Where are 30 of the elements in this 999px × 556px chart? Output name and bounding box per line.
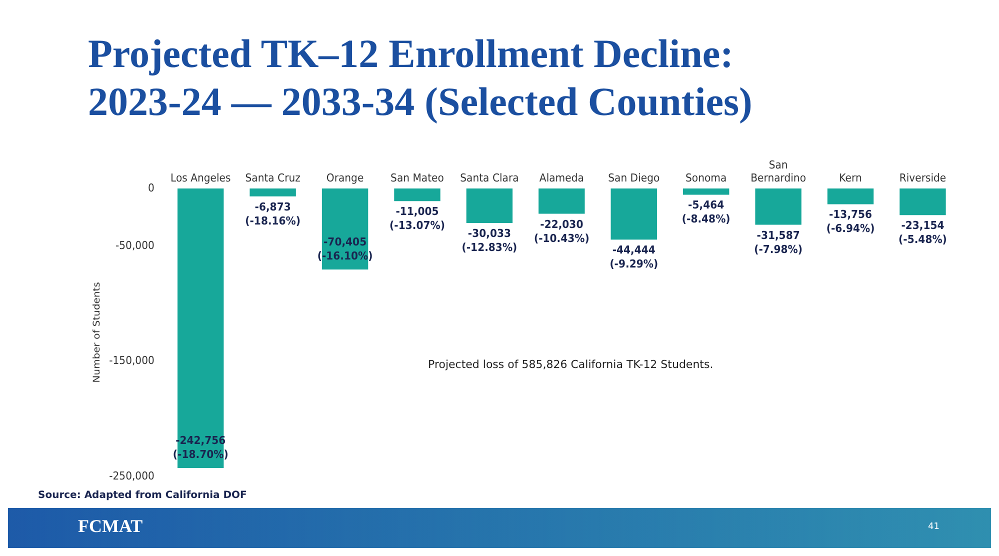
- data-label: -6,873 (-18.16%): [245, 200, 301, 228]
- x-tick-label: San Bernardino: [750, 159, 806, 185]
- data-label: -23,154 (-5.48%): [898, 220, 947, 246]
- x-tick-label: San Mateo: [390, 172, 444, 185]
- y-tick-label: -250,000: [109, 470, 155, 482]
- x-tick-label: Santa Cruz: [245, 172, 301, 185]
- y-tick-label: -50,000: [116, 239, 155, 252]
- source-note: Source: Adapted from California DOF: [38, 490, 247, 501]
- x-tick-label: Sonoma: [686, 172, 727, 185]
- data-label: -22,030 (-10.43%): [534, 218, 590, 245]
- y-axis-title: Number of Students: [92, 282, 102, 383]
- x-tick-label: Santa Clara: [460, 172, 519, 185]
- y-tick-label: -150,000: [109, 354, 155, 368]
- data-label: -44,444 (-9.29%): [610, 244, 658, 271]
- text: 41: [928, 522, 940, 532]
- x-tick-label: Orange: [326, 172, 364, 185]
- data-label: -5,464 (-8.48%): [682, 199, 730, 226]
- data-label: -30,033 (-12.83%): [462, 228, 518, 254]
- y-tick-label: 0: [148, 182, 155, 194]
- x-tick-label: San Diego: [608, 172, 660, 185]
- x-tick-label: Kern: [839, 172, 862, 185]
- x-tick-label: Riverside: [899, 172, 946, 185]
- data-label: -11,005 (-13.07%): [390, 206, 445, 232]
- chart-title: Projected TK–12 Enrollment Decline: 2023-24 — 2033-34 (Selected Counties): [88, 30, 752, 126]
- text: FCMAT: [78, 516, 143, 537]
- x-tick-label: Los Angeles: [170, 172, 231, 185]
- annotation: Projected loss of 585,826 California TK-12 Students.: [428, 358, 714, 371]
- x-tick-label: Alameda: [539, 172, 584, 185]
- data-label: -31,587 (-7.98%): [754, 229, 802, 256]
- data-label: -13,756 (-6.94%): [826, 208, 875, 236]
